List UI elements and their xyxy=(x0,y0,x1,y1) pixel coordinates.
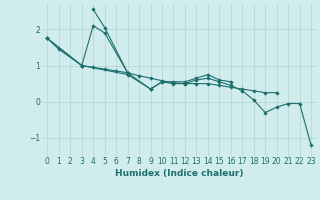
X-axis label: Humidex (Indice chaleur): Humidex (Indice chaleur) xyxy=(115,169,244,178)
